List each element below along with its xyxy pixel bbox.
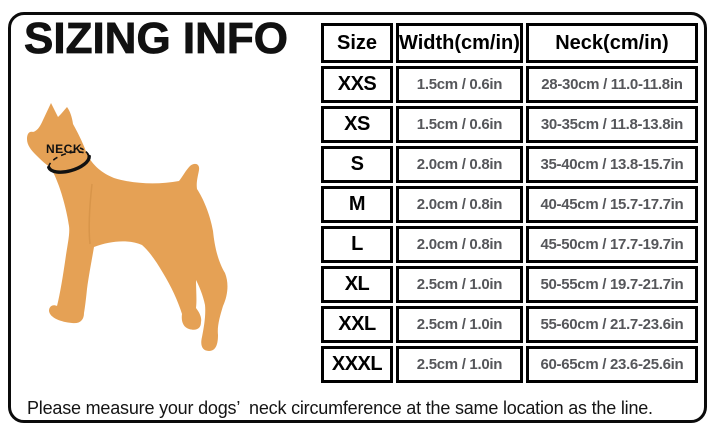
size-cell: XXS — [321, 66, 393, 103]
footer-note: Please measure your dogs’ neck circumfer… — [27, 398, 653, 418]
width-cell: 2.0cm / 0.8in — [396, 186, 523, 223]
collar-line — [47, 154, 91, 174]
collar-dashed-line — [47, 151, 90, 168]
neck-cell: 28-30cm / 11.0-11.8in — [525, 66, 698, 103]
table-row: M 2.0cm / 0.8in 40-45cm / 15.7-17.7in — [321, 186, 698, 223]
size-cell: L — [321, 226, 393, 263]
width-cell: 2.5cm / 1.0in — [396, 346, 523, 383]
size-cell: XXL — [321, 306, 393, 343]
width-cell: 1.5cm / 0.6in — [396, 106, 523, 143]
width-cell: 2.5cm / 1.0in — [396, 266, 523, 303]
size-cell: M — [321, 186, 393, 223]
size-cell: S — [321, 146, 393, 183]
outer-rounded-border — [8, 12, 707, 423]
neck-cell: 45-50cm / 17.7-19.7in — [525, 226, 698, 263]
dog-diagram: NECK — [15, 95, 255, 360]
dog-silhouette — [27, 103, 228, 351]
neck-column-header: Neck(cm/in) — [525, 23, 698, 63]
table-row: S 2.0cm / 0.8in 35-40cm / 13.8-15.7in — [321, 146, 698, 183]
width-cell: 2.0cm / 0.8in — [396, 146, 523, 183]
table-row: XXS 1.5cm / 0.6in 28-30cm / 11.0-11.8in — [321, 66, 698, 103]
size-cell: XL — [321, 266, 393, 303]
neck-label: NECK — [46, 142, 82, 156]
page-title: SIZING INFO — [24, 14, 289, 64]
size-cell: XXXL — [321, 346, 393, 383]
neck-cell: 50-55cm / 19.7-21.7in — [525, 266, 698, 303]
neck-cell: 40-45cm / 15.7-17.7in — [525, 186, 698, 223]
width-column-header: Width(cm/in) — [396, 23, 523, 63]
width-cell: 2.5cm / 1.0in — [396, 306, 523, 343]
table-row: XL 2.5cm / 1.0in 50-55cm / 19.7-21.7in — [321, 266, 698, 303]
neck-cell: 30-35cm / 11.8-13.8in — [525, 106, 698, 143]
dog-illustration: NECK — [27, 103, 228, 351]
neck-cell: 60-65cm / 23.6-25.6in — [525, 346, 698, 383]
shoulder-crease — [88, 183, 93, 245]
table-header-row: Size Width(cm/in) Neck(cm/in) — [321, 23, 698, 63]
table-row: XXXL 2.5cm / 1.0in 60-65cm / 23.6-25.6in — [321, 346, 698, 383]
neck-cell: 55-60cm / 21.7-23.6in — [525, 306, 698, 343]
table-row: XXL 2.5cm / 1.0in 55-60cm / 21.7-23.6in — [321, 306, 698, 343]
sizing-table: Size Width(cm/in) Neck(cm/in) XXS 1.5cm … — [318, 20, 701, 386]
neck-pointer-line — [79, 147, 91, 158]
size-cell: XS — [321, 106, 393, 143]
size-column-header: Size — [321, 23, 393, 63]
table-row: L 2.0cm / 0.8in 45-50cm / 17.7-19.7in — [321, 226, 698, 263]
width-cell: 1.5cm / 0.6in — [396, 66, 523, 103]
table-row: XS 1.5cm / 0.6in 30-35cm / 11.8-13.8in — [321, 106, 698, 143]
width-cell: 2.0cm / 0.8in — [396, 226, 523, 263]
neck-cell: 35-40cm / 13.8-15.7in — [525, 146, 698, 183]
